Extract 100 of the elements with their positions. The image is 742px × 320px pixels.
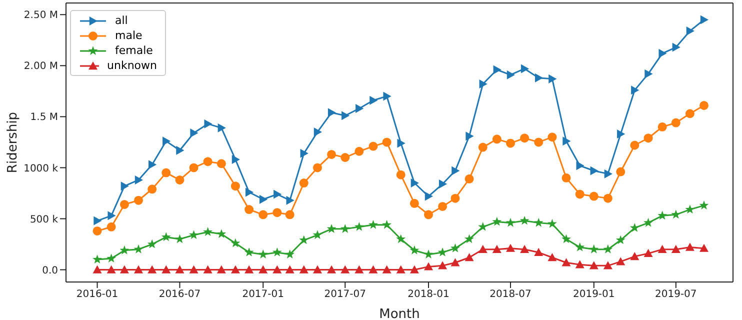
point [410, 265, 419, 274]
point [685, 242, 694, 251]
point [548, 253, 557, 262]
legend-label: unknown [107, 58, 157, 73]
point [203, 157, 212, 166]
point [368, 142, 378, 151]
point [438, 202, 448, 211]
point [466, 132, 474, 141]
point [410, 245, 420, 254]
point [175, 175, 184, 184]
point [534, 248, 544, 256]
point [368, 265, 378, 274]
point [354, 222, 364, 231]
point [356, 104, 364, 114]
x-tick-label: 2019-01 [572, 289, 615, 300]
point [576, 161, 584, 170]
point [700, 15, 708, 24]
point [478, 244, 488, 253]
point [671, 244, 680, 253]
point [424, 262, 433, 270]
point [230, 265, 240, 274]
point [134, 265, 143, 274]
point [327, 265, 336, 274]
y-tick-label: 500 k [30, 214, 58, 226]
point [589, 261, 598, 270]
x-tick-label: 2018-01 [408, 289, 450, 300]
point [328, 108, 336, 118]
point [94, 216, 102, 226]
point [230, 238, 240, 248]
point [604, 169, 612, 178]
point [245, 188, 254, 197]
point [630, 222, 640, 232]
point [658, 48, 667, 58]
point [438, 180, 448, 189]
point [658, 244, 667, 253]
point [424, 192, 433, 201]
point [272, 247, 282, 256]
point [244, 247, 254, 256]
point [162, 168, 171, 178]
point [671, 210, 681, 219]
point [299, 265, 308, 274]
point [120, 182, 129, 191]
point [147, 239, 157, 248]
point [616, 235, 626, 244]
point [120, 265, 129, 274]
point [644, 69, 653, 78]
point [535, 73, 544, 82]
point [382, 138, 392, 147]
point [450, 258, 460, 266]
point [424, 210, 433, 220]
point [410, 178, 419, 188]
point [354, 146, 364, 156]
x-tick-label: 2016-01 [76, 289, 118, 300]
legend-label: all [115, 13, 128, 28]
x-axis-title: Month [379, 307, 420, 320]
point [175, 265, 184, 274]
point [575, 190, 584, 199]
point [520, 134, 530, 143]
point [312, 163, 322, 172]
y-tick-label: 2.50 M [24, 10, 58, 22]
point [134, 175, 143, 184]
y-tick-label: 1000 k [24, 163, 58, 174]
point [218, 123, 226, 132]
point [700, 100, 708, 110]
point [285, 265, 294, 274]
point [452, 166, 460, 176]
point [575, 242, 585, 252]
point [644, 134, 653, 143]
point [216, 229, 226, 238]
point [671, 118, 680, 128]
point [176, 146, 184, 155]
point [631, 86, 640, 95]
point [396, 234, 406, 244]
point [272, 265, 282, 274]
point [204, 119, 212, 128]
point [244, 265, 254, 274]
point [134, 244, 144, 254]
point [326, 224, 336, 233]
point [493, 65, 502, 74]
point [203, 265, 212, 274]
point [162, 265, 171, 274]
point [685, 204, 695, 214]
point [547, 218, 557, 228]
point [285, 210, 294, 220]
point [299, 235, 309, 244]
x-tick-label: 2017-07 [324, 289, 366, 300]
point [397, 138, 406, 148]
point [370, 96, 378, 105]
point [589, 244, 599, 254]
point [216, 265, 226, 274]
point [699, 200, 709, 210]
point [616, 257, 626, 266]
point [161, 232, 171, 242]
point [92, 265, 102, 274]
point [590, 166, 598, 176]
point [410, 198, 419, 208]
x-tick-label: 2019-07 [655, 289, 697, 300]
point [148, 265, 157, 274]
point [189, 265, 198, 274]
x-tick-label: 2018-07 [490, 289, 532, 300]
